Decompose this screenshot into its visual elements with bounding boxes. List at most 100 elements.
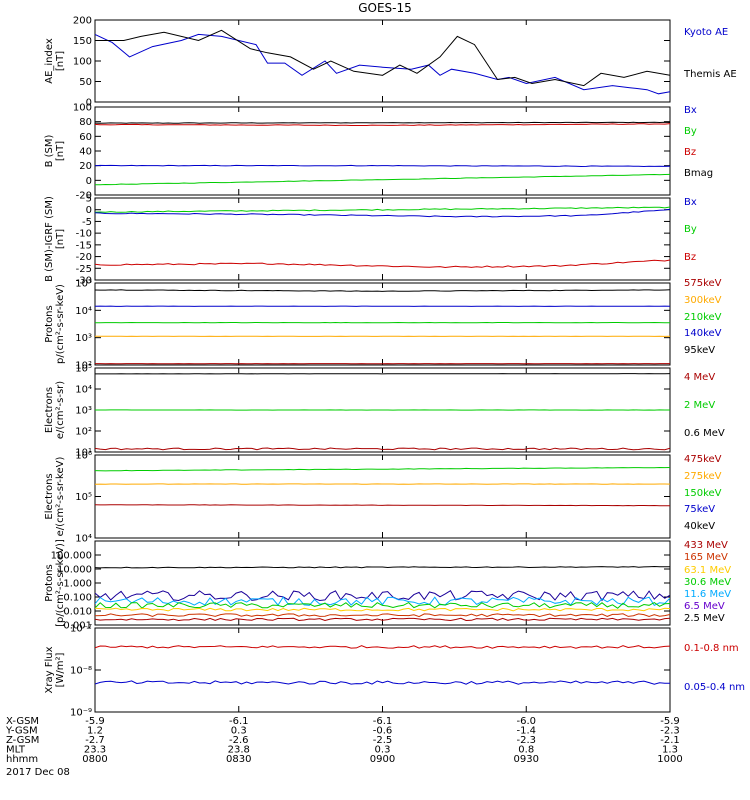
series-line <box>95 206 670 213</box>
ephemeris-row-label: hhmm <box>6 754 38 765</box>
legend-label: 150keV <box>684 488 722 499</box>
y-tick-label: 50 <box>79 77 92 88</box>
ephemeris-value: 1.2 <box>87 726 103 737</box>
y-tick-label: -30 <box>76 276 92 287</box>
series-line <box>95 601 670 609</box>
legend-label: 4 MeV <box>684 372 715 383</box>
series-line <box>95 164 670 168</box>
y-axis-label-line: B (SM) <box>44 134 55 167</box>
ephemeris-value: -2.6 <box>229 735 249 746</box>
y-axis-label-line: e/(cm²-s-sr-keV) <box>55 457 66 537</box>
y-tick-label: 150 <box>73 36 92 47</box>
legend-label: Bz <box>684 252 696 263</box>
y-tick-label: 200 <box>73 16 92 27</box>
y-tick-label: 0 <box>86 176 92 187</box>
legend-label: 0.05-0.4 nm <box>684 682 745 693</box>
series-line <box>95 504 670 507</box>
date-label: 2017 Dec 08 <box>6 767 70 778</box>
ephemeris-value: 23.3 <box>84 745 106 756</box>
ephemeris-row-label: MLT <box>6 745 26 756</box>
y-axis-label-line: [nT] <box>55 141 66 161</box>
y-axis-label-line: [nT] <box>55 229 66 249</box>
ephemeris-value: 0800 <box>82 754 107 765</box>
legend-label: 30.6 MeV <box>684 577 731 588</box>
ephemeris-value: 0.3 <box>231 726 247 737</box>
y-axis-label-line: [nT] <box>55 51 66 71</box>
chart-title: GOES-15 <box>358 1 412 15</box>
y-axis-label: Protonsp/(cm²-s-sr-keV) <box>44 284 66 364</box>
y-tick-label: 100.000 <box>51 551 92 562</box>
y-tick-label: 10³ <box>75 333 92 344</box>
y-tick-label: -10 <box>76 229 92 240</box>
panel-frame <box>94 454 671 539</box>
y-tick-label: -15 <box>76 240 92 251</box>
ephemeris-value: -6.1 <box>229 716 249 727</box>
ephemeris-value: -0.6 <box>373 726 393 737</box>
legend-label: Kyoto AE <box>684 27 728 38</box>
ephemeris-value: -2.7 <box>85 735 105 746</box>
y-axis-label-line: B (SM)-IGRF (SM) <box>44 196 55 282</box>
panel-5: 10¹ 10² 10³ 10⁴ 10⁵ Electronse/(cm²-s-sr) 4 Me… <box>44 364 725 459</box>
y-tick-label: 0.001 <box>63 621 92 632</box>
ephemeris-value: 0930 <box>514 754 539 765</box>
ephemeris-row-label: Z-GSM <box>6 735 39 746</box>
series-line <box>95 33 670 95</box>
series-line <box>95 680 670 685</box>
y-axis-label-line: [W/m²] <box>55 652 66 687</box>
ephemeris-value: 0830 <box>226 754 251 765</box>
legend-label: 0.1-0.8 nm <box>684 643 739 654</box>
series-line <box>95 596 670 607</box>
y-tick-label: 10⁶ <box>75 451 92 462</box>
y-tick-label: 10³ <box>75 406 92 417</box>
series-line <box>95 565 670 569</box>
legend-label: 210keV <box>684 312 722 323</box>
ephemeris-value: -1.4 <box>516 726 536 737</box>
y-tick-label: 10⁵ <box>75 279 92 290</box>
legend-label: By <box>684 126 697 137</box>
y-tick-label: 10⁵ <box>75 492 92 503</box>
y-tick-label: 10² <box>75 361 92 372</box>
y-axis-label-line: Protons <box>44 564 55 601</box>
legend-label: 75keV <box>684 504 715 515</box>
series-line <box>95 607 670 612</box>
panel-4: 10² 10³ 10⁴ 10⁵ Protonsp/(cm²-s-sr-keV) 575ke… <box>44 278 722 372</box>
legend-label: 0.6 MeV <box>684 428 725 439</box>
y-tick-label: -25 <box>76 264 92 275</box>
series-line <box>95 613 670 618</box>
y-axis-label-line: p/(cm²-s-sr-keV) <box>55 284 66 364</box>
legend-label: Bmag <box>684 168 713 179</box>
y-tick-label: 10² <box>75 427 92 438</box>
ephemeris-row-label: Y-GSM <box>5 726 38 737</box>
series-line <box>95 29 670 87</box>
y-tick-label: 100 <box>73 57 92 68</box>
legend-label: 165 MeV <box>684 552 728 563</box>
ephemeris-value: -5.9 <box>660 716 680 727</box>
series-line <box>95 466 670 472</box>
legend-label: 433 MeV <box>684 540 728 551</box>
legend-label: By <box>684 224 697 235</box>
y-tick-label: 10⁴ <box>75 534 92 545</box>
series-line <box>95 259 670 269</box>
y-tick-label: 10⁵ <box>75 364 92 375</box>
y-axis-label-line: Electrons <box>44 387 55 433</box>
y-axis-label: B (SM)[nT] <box>44 134 66 167</box>
ephemeris-value: -2.5 <box>373 735 393 746</box>
x-axis-labels: X-GSM -5.9 -6.1 -6.1 -6.0 -5.9 Y-GSM 1.2 0.3 -0.6… <box>5 716 683 765</box>
y-tick-label: 10⁻⁷ <box>70 624 92 635</box>
ephemeris-value: 1000 <box>657 754 682 765</box>
legend-label: 95keV <box>684 345 715 356</box>
y-tick-label: 60 <box>79 132 92 143</box>
panel-frame <box>94 282 671 366</box>
ephemeris-value: 0.3 <box>375 745 391 756</box>
legend-label: Themis AE <box>683 69 737 80</box>
ephemeris-value: 0900 <box>370 754 395 765</box>
series-line <box>95 173 670 186</box>
y-tick-label: 10⁴ <box>75 385 92 396</box>
y-tick-label: -5 <box>82 217 92 228</box>
ephemeris-value: -6.0 <box>516 716 536 727</box>
legend-label: 2 MeV <box>684 400 715 411</box>
y-tick-label: 0 <box>86 98 92 109</box>
